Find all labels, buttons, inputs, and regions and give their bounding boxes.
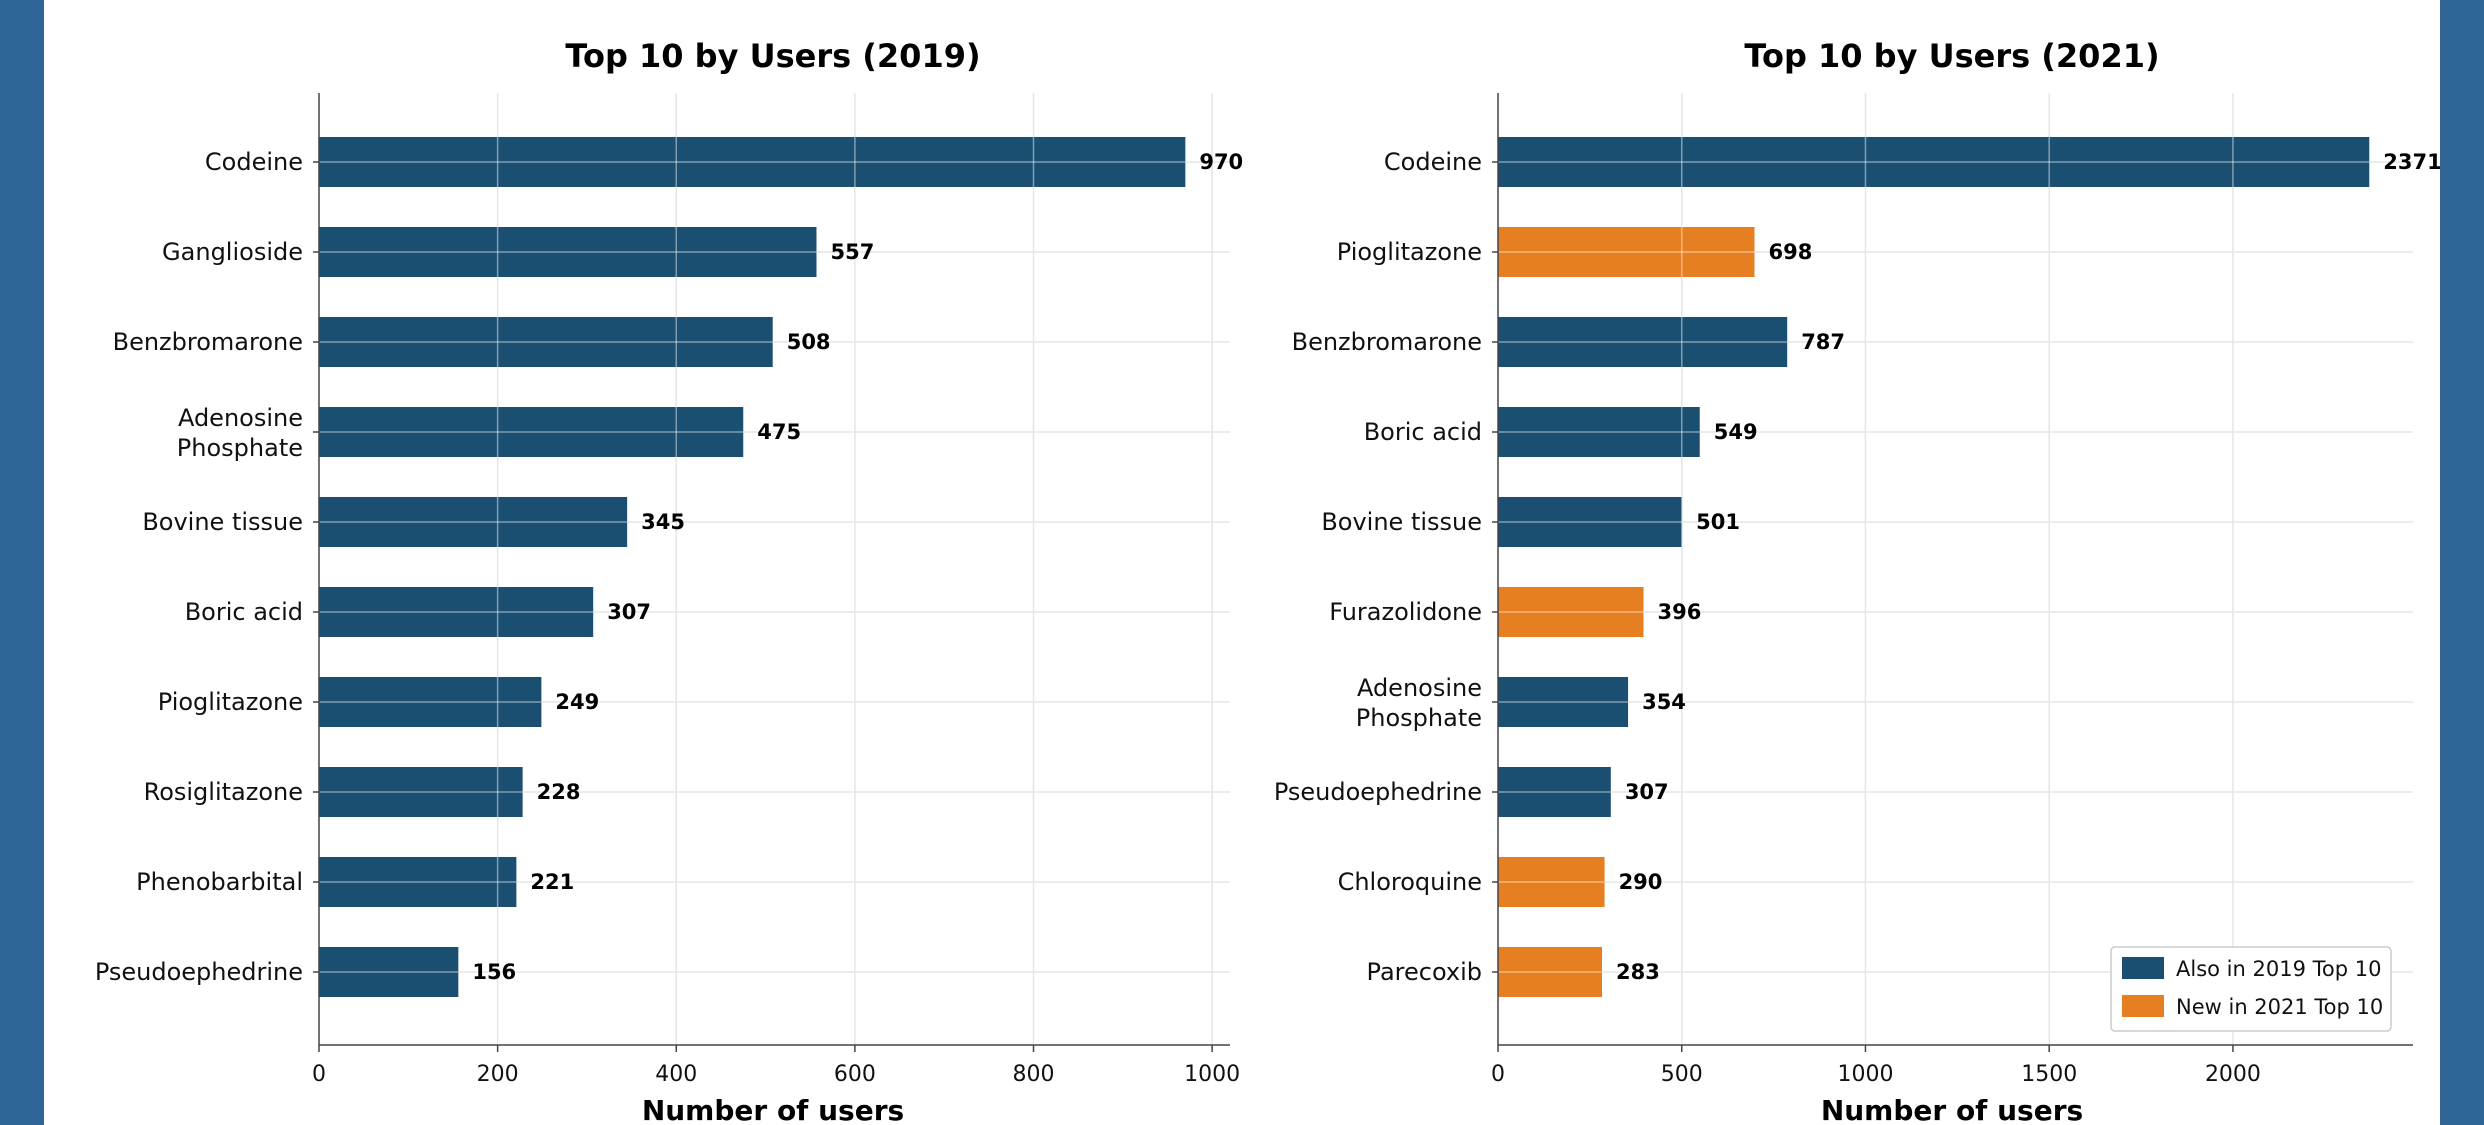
data-label: 228 — [537, 780, 581, 804]
bars — [319, 137, 1186, 997]
data-label: 549 — [1714, 420, 1758, 444]
data-label: 475 — [757, 420, 801, 444]
legend: Also in 2019 Top 10 New in 2021 Top 10 — [2110, 946, 2392, 1032]
category-label: Bovine tissue — [1321, 508, 1482, 536]
chart-2021: Top 10 by Users (2021) Number of users 2… — [1274, 37, 2440, 1125]
category-label: Adenosine Phosphate — [177, 404, 303, 462]
category-label: Pioglitazone — [1337, 238, 1482, 266]
x-axis-label: Number of users — [642, 1094, 904, 1125]
x-tick-label: 2000 — [2205, 1062, 2261, 1087]
data-label: 501 — [1696, 510, 1740, 534]
category-label: Pioglitazone — [158, 688, 303, 716]
legend-swatch-new — [2122, 995, 2164, 1017]
bar-ganglioside — [319, 227, 817, 277]
category-labels: Codeine Ganglioside Benzbromarone Adenosine… — [95, 148, 319, 986]
category-label: Benzbromarone — [113, 328, 303, 356]
data-label: 970 — [1199, 150, 1243, 174]
bar-pioglitazone — [319, 677, 542, 727]
legend-label-also: Also in 2019 Top 10 — [2176, 957, 2381, 981]
bar-codeine — [319, 137, 1186, 187]
data-label: 354 — [1642, 690, 1686, 714]
x-ticks: 0 500 1000 1500 2000 — [1491, 1045, 2261, 1087]
data-label: 249 — [555, 690, 599, 714]
chart-title: Top 10 by Users (2021) — [1744, 37, 2159, 75]
bar-adenosine-phosphate — [319, 407, 744, 457]
data-label: 290 — [1619, 870, 1663, 894]
data-label: 307 — [607, 600, 651, 624]
x-tick-label: 1000 — [1184, 1062, 1240, 1087]
x-tick-label: 400 — [655, 1062, 697, 1087]
data-label: 221 — [530, 870, 574, 894]
data-label: 557 — [830, 240, 874, 264]
category-label: Pseudoephedrine — [1274, 778, 1482, 806]
category-labels: Codeine Pioglitazone Benzbromarone Boric ac… — [1274, 148, 1498, 986]
category-label: Pseudoephedrine — [95, 958, 303, 986]
category-label: Phenobarbital — [136, 868, 303, 896]
category-label: Adenosine Phosphate — [1356, 674, 1482, 732]
bar-codeine — [1498, 137, 2370, 187]
value-labels: 970 557 508 475 345 307 249 228 221 156 — [472, 150, 1243, 984]
data-label: 345 — [641, 510, 685, 534]
chart-2019: Top 10 by Users (2019) Number of users 9… — [95, 37, 1243, 1125]
bar-benzbromarone — [1498, 317, 1788, 367]
bar-boric-acid — [319, 587, 594, 637]
bar-parecoxib — [1498, 947, 1602, 997]
category-label: Ganglioside — [162, 238, 303, 266]
category-label: Boric acid — [1364, 418, 1482, 446]
category-label: Codeine — [205, 148, 303, 176]
data-label: 156 — [472, 960, 516, 984]
data-label: 508 — [787, 330, 831, 354]
bar-furazolidone — [1498, 587, 1644, 637]
x-tick-label: 0 — [312, 1062, 326, 1087]
bar-phenobarbital — [319, 857, 517, 907]
data-label: 396 — [1658, 600, 1702, 624]
x-tick-label: 500 — [1661, 1062, 1703, 1087]
legend-swatch-also — [2122, 957, 2164, 979]
bar-benzbromarone — [319, 317, 773, 367]
bar-adenosine-phosphate — [1498, 677, 1629, 727]
figure-panel: Top 10 by Users (2019) Number of users 9… — [44, 0, 2440, 1125]
bar-bovine-tissue — [1498, 497, 1683, 547]
category-label: Benzbromarone — [1292, 328, 1482, 356]
data-label: 283 — [1616, 960, 1660, 984]
bar-chloroquine — [1498, 857, 1605, 907]
data-label: 787 — [1801, 330, 1845, 354]
category-label: Furazolidone — [1329, 598, 1482, 626]
data-label: 2371 — [2383, 150, 2440, 174]
grid-overlay — [319, 137, 1186, 973]
bar-pioglitazone — [1498, 227, 1755, 277]
figure: Top 10 by Users (2019) Number of users 9… — [95, 37, 2440, 1125]
x-axis-label: Number of users — [1821, 1094, 2083, 1125]
bar-rosiglitazone — [319, 767, 523, 817]
x-tick-label: 600 — [834, 1062, 876, 1087]
bar-bovine-tissue — [319, 497, 628, 547]
x-tick-label: 200 — [477, 1062, 519, 1087]
chart-title: Top 10 by Users (2019) — [565, 37, 980, 75]
bars — [1498, 137, 2370, 997]
value-labels: 2371 698 787 549 501 396 354 307 290 283 — [1616, 150, 2440, 984]
bar-pseudoephedrine — [1498, 767, 1611, 817]
legend-label-new: New in 2021 Top 10 — [2176, 995, 2383, 1019]
x-tick-label: 1000 — [1837, 1062, 1893, 1087]
bar-boric-acid — [1498, 407, 1700, 457]
category-label: Codeine — [1384, 148, 1482, 176]
data-label: 698 — [1768, 240, 1812, 264]
data-label: 307 — [1625, 780, 1669, 804]
grid-overlay — [1498, 137, 2370, 973]
x-ticks: 0 200 400 600 800 1000 — [312, 1045, 1240, 1087]
category-label: Bovine tissue — [142, 508, 303, 536]
category-label: Parecoxib — [1367, 958, 1482, 986]
x-tick-label: 1500 — [2021, 1062, 2077, 1087]
bar-pseudoephedrine — [319, 947, 459, 997]
legend-frame — [2110, 946, 2392, 1032]
category-label: Rosiglitazone — [144, 778, 303, 806]
x-tick-label: 0 — [1491, 1062, 1505, 1087]
category-label: Boric acid — [185, 598, 303, 626]
x-tick-label: 800 — [1013, 1062, 1055, 1087]
category-label: Chloroquine — [1338, 868, 1482, 896]
